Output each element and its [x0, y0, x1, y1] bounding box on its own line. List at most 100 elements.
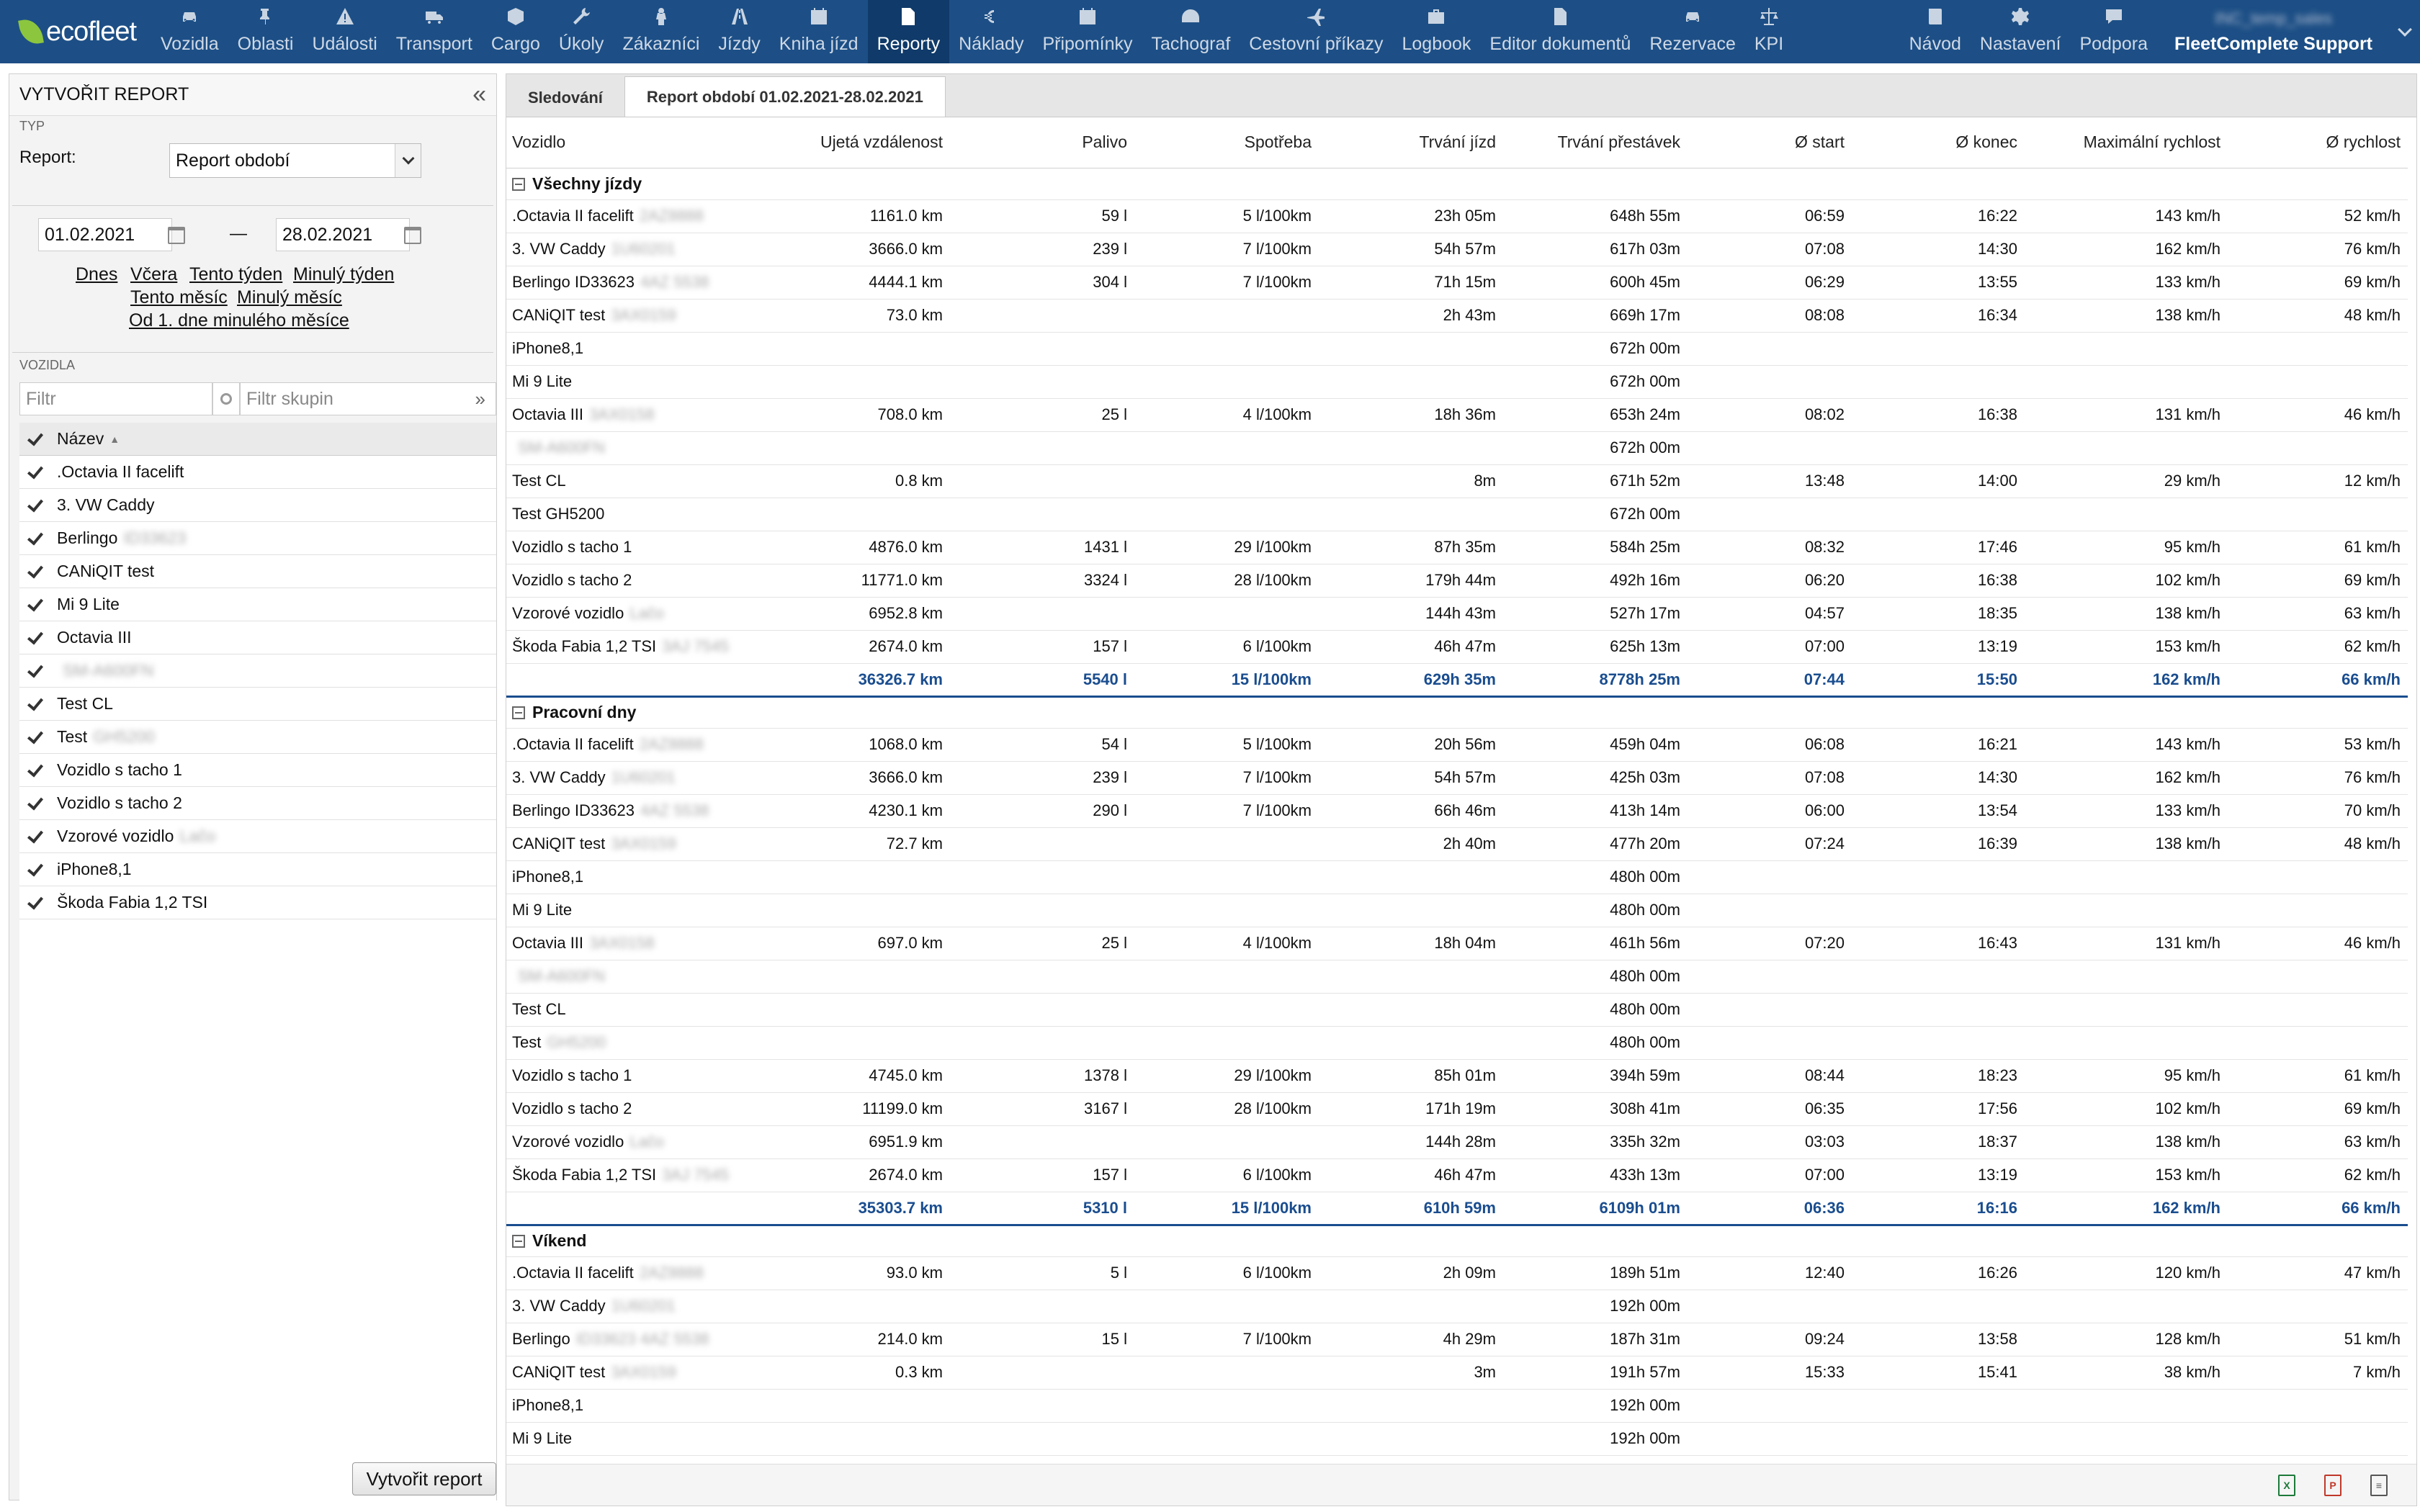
- tab-period-report[interactable]: Report období 01.02.2021-28.02.2021: [624, 76, 946, 117]
- column-header[interactable]: Maximální rychlost: [2025, 117, 2228, 168]
- table-row[interactable]: Test CL 480h 00m: [506, 993, 2408, 1027]
- nav-kniha-jízd[interactable]: Kniha jízd: [770, 0, 868, 63]
- table-row[interactable]: Škoda Fabia 1,2 TSI 3AJ 7545 2674.0 km 157 …: [506, 1158, 2408, 1192]
- nav-náklady[interactable]: Náklady: [949, 0, 1033, 63]
- quick-last-week[interactable]: Minulý týden: [293, 264, 395, 284]
- group-row[interactable]: Všechny jízdy: [506, 168, 2408, 200]
- table-row[interactable]: Test GH5200 480h 00m: [506, 1026, 2408, 1060]
- nav-podpora[interactable]: Podpora: [2070, 0, 2157, 63]
- nav-transport[interactable]: Transport: [387, 0, 482, 63]
- group-filter-input[interactable]: Filtr skupin »: [240, 382, 496, 415]
- pdf-icon[interactable]: P: [2324, 1475, 2341, 1496]
- nav-kpi[interactable]: KPI: [1745, 0, 1793, 63]
- table-row[interactable]: Vozidlo s tacho 2 11199.0 km 3167 l 28 l/10…: [506, 1092, 2408, 1126]
- nav-editor-dokumentů[interactable]: Editor dokumentů: [1480, 0, 1640, 63]
- collapse-icon[interactable]: [512, 177, 525, 191]
- vehicle-checkbox[interactable]: [27, 596, 44, 613]
- vehicle-checkbox[interactable]: [27, 861, 44, 878]
- vehicle-list-item[interactable]: Vzorové vozidlo Lačo: [19, 820, 496, 853]
- nav-oblasti[interactable]: Oblasti: [228, 0, 303, 63]
- vehicle-list-header[interactable]: Název ▲: [19, 423, 496, 456]
- table-row[interactable]: iPhone8,1 480h 00m: [506, 860, 2408, 894]
- quick-today[interactable]: Dnes: [76, 264, 118, 284]
- table-row[interactable]: Vozidlo s tacho 1 4876.0 km 1431 l 29 l/100…: [506, 531, 2408, 564]
- table-row[interactable]: Škoda Fabia 1,2 TSI 3AJ 7545 2674.0 km 157 …: [506, 630, 2408, 664]
- vehicle-checkbox[interactable]: [27, 729, 44, 746]
- calendar-icon[interactable]: [404, 227, 421, 244]
- vehicle-checkbox[interactable]: [27, 696, 44, 713]
- table-row[interactable]: .Octavia II facelift 2AZ8888 1068.0 km 54 l…: [506, 728, 2408, 762]
- column-header[interactable]: Trvání jízd: [1319, 117, 1503, 168]
- table-row[interactable]: Test CL 0.8 km 8m 671h 52m 13:48 14:00 29 km/h…: [506, 464, 2408, 498]
- quick-this-month[interactable]: Tento měsíc: [130, 287, 228, 307]
- date-to-input[interactable]: 28.02.2021: [276, 218, 410, 251]
- user-menu[interactable]: INC_temp_sales FleetComplete Support: [2157, 0, 2390, 63]
- column-header[interactable]: Ujetá vzdálenost: [751, 117, 950, 168]
- vehicle-checkbox[interactable]: [27, 530, 44, 547]
- column-header[interactable]: Trvání přestávek: [1503, 117, 1688, 168]
- nav-cestovní-příkazy[interactable]: Cestovní příkazy: [1240, 0, 1392, 63]
- column-header[interactable]: Ø konec: [1852, 117, 2025, 168]
- vehicle-checkbox[interactable]: [27, 497, 44, 514]
- table-row[interactable]: CANiQIT test 3AX0159 73.0 km 2h 43m 669h 17m…: [506, 299, 2408, 333]
- vehicle-checkbox[interactable]: [27, 762, 44, 779]
- text-file-icon[interactable]: ≡: [2370, 1475, 2388, 1496]
- table-row[interactable]: Vzorové vozidlo Lačo 6952.8 km 144h 43m 527h…: [506, 597, 2408, 631]
- collapse-icon[interactable]: [512, 706, 525, 719]
- nav-úkoly[interactable]: Úkoly: [550, 0, 614, 63]
- select-all-checkbox[interactable]: [27, 431, 44, 448]
- nav-vozidla[interactable]: Vozidla: [151, 0, 228, 63]
- group-row[interactable]: Pracovní dny: [506, 696, 2408, 729]
- vehicle-checkbox[interactable]: [27, 563, 44, 580]
- nav-jízdy[interactable]: Jízdy: [709, 0, 769, 63]
- table-row[interactable]: SM-A600FN 480h 00m: [506, 960, 2408, 994]
- table-row[interactable]: CANiQIT test 3AX0159 72.7 km 2h 40m 477h 20m…: [506, 827, 2408, 861]
- excel-icon[interactable]: X: [2278, 1475, 2295, 1496]
- nav-rezervace[interactable]: Rezervace: [1640, 0, 1745, 63]
- vehicle-list-item[interactable]: Vozidlo s tacho 1: [19, 754, 496, 787]
- quick-from-first-day-last-month[interactable]: Od 1. dne minulého měsíce: [129, 310, 349, 330]
- collapse-icon[interactable]: [512, 1235, 525, 1248]
- vehicle-list-item[interactable]: Škoda Fabia 1,2 TSI: [19, 886, 496, 919]
- table-row[interactable]: .Octavia II facelift 2AZ8888 1161.0 km 59 l…: [506, 199, 2408, 233]
- quick-this-week[interactable]: Tento týden: [189, 264, 283, 284]
- vehicle-list-item[interactable]: Berlingo ID33623: [19, 522, 496, 555]
- quick-yesterday[interactable]: Včera: [130, 264, 178, 284]
- vehicle-list-item[interactable]: Vozidlo s tacho 2: [19, 787, 496, 820]
- vehicle-checkbox[interactable]: [27, 795, 44, 812]
- collapse-panel-icon[interactable]: «: [472, 81, 486, 108]
- vehicle-checkbox[interactable]: [27, 894, 44, 912]
- report-type-select[interactable]: Report období: [169, 143, 421, 178]
- vehicle-list-item[interactable]: Test CL: [19, 688, 496, 721]
- vehicle-checkbox[interactable]: [27, 828, 44, 845]
- nav-reporty[interactable]: Reporty: [867, 0, 950, 63]
- table-row[interactable]: Test GH5200 672h 00m: [506, 498, 2408, 531]
- vehicle-list-item[interactable]: CANiQIT test: [19, 555, 496, 588]
- user-dropdown[interactable]: [2390, 0, 2420, 63]
- nav-zákazníci[interactable]: Zákazníci: [613, 0, 709, 63]
- ecofleet-logo[interactable]: ecofleet: [0, 0, 151, 63]
- column-header[interactable]: Ø rychlost: [2228, 117, 2408, 168]
- vehicle-list-item[interactable]: iPhone8,1: [19, 853, 496, 886]
- nav-události[interactable]: Události: [302, 0, 386, 63]
- vehicle-list-item[interactable]: Test GH5200: [19, 721, 496, 754]
- table-row[interactable]: Mi 9 Lite 672h 00m: [506, 365, 2408, 399]
- create-report-button[interactable]: Vytvořit report: [352, 1462, 496, 1495]
- date-from-input[interactable]: 01.02.2021: [38, 218, 172, 251]
- tab-tracking[interactable]: Sledování: [528, 89, 603, 107]
- calendar-icon[interactable]: [168, 227, 185, 244]
- nav-logbook[interactable]: Logbook: [1392, 0, 1480, 63]
- group-row[interactable]: Víkend: [506, 1225, 2408, 1257]
- nav-tachograf[interactable]: Tachograf: [1142, 0, 1240, 63]
- vehicle-list-item[interactable]: 3. VW Caddy: [19, 489, 496, 522]
- table-row[interactable]: 3. VW Caddy 1U60201 192h 00m: [506, 1290, 2408, 1323]
- nav-cargo[interactable]: Cargo: [482, 0, 550, 63]
- vehicle-filter-input[interactable]: Filtr: [19, 382, 212, 415]
- table-row[interactable]: SM-A600FN 672h 00m: [506, 431, 2408, 465]
